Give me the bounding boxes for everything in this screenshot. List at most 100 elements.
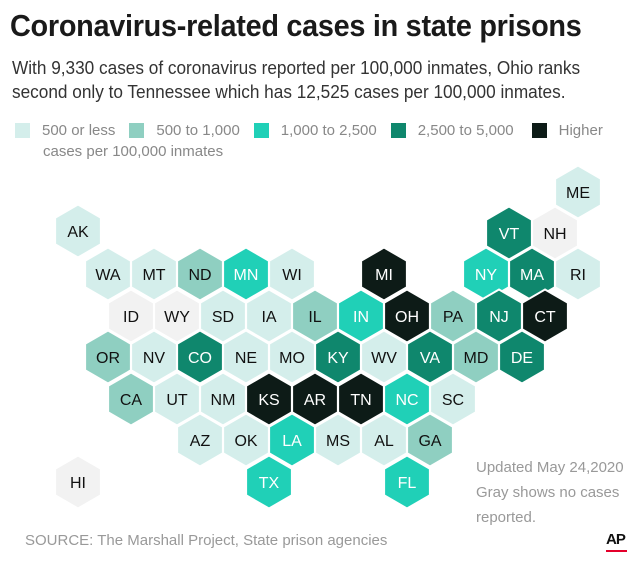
- legend-item: 500 or less: [15, 122, 115, 139]
- state-label: VA: [420, 350, 440, 367]
- state-hex-nh: NH: [531, 205, 579, 261]
- state-label: OK: [234, 433, 257, 450]
- state-hex-fl: FL: [383, 454, 431, 510]
- hex-shape: [429, 371, 477, 427]
- state-label: VT: [499, 226, 520, 243]
- state-hex-ks: KS: [245, 371, 293, 427]
- state-hex-ct: CT: [521, 288, 569, 344]
- state-label: NJ: [489, 309, 509, 326]
- hex-shape: [383, 454, 431, 510]
- state-label: ME: [566, 185, 590, 202]
- state-label: PA: [443, 309, 463, 326]
- state-label: IA: [261, 309, 276, 326]
- state-label: GA: [418, 433, 441, 450]
- hex-shape: [360, 246, 408, 302]
- legend-item: 500 to 1,000: [129, 122, 240, 139]
- state-hex-ar: AR: [291, 371, 339, 427]
- state-hex-wi: WI: [268, 246, 316, 302]
- state-label: MD: [464, 350, 489, 367]
- state-hex-mi: MI: [360, 246, 408, 302]
- state-label: LA: [282, 433, 302, 450]
- state-label: WI: [282, 267, 302, 284]
- source-note: SOURCE: The Marshall Project, State pris…: [25, 532, 388, 549]
- hex-shape: [406, 412, 454, 468]
- state-label: MA: [520, 267, 544, 284]
- legend-label: 500 to 1,000: [156, 122, 240, 139]
- state-hex-la: LA: [268, 412, 316, 468]
- state-label: NH: [543, 226, 566, 243]
- state-label: AZ: [190, 433, 211, 450]
- legend-label: 500 or less: [42, 122, 116, 139]
- ap-logo-underline: [606, 550, 627, 552]
- state-hex-nj: NJ: [475, 288, 523, 344]
- hex-shape: [498, 329, 546, 385]
- hex-shape: [245, 454, 293, 510]
- legend-item: 1,000 to 2,500: [253, 122, 377, 139]
- state-hex-sd: SD: [199, 288, 247, 344]
- state-label: FL: [398, 475, 417, 492]
- state-hex-de: DE: [498, 329, 546, 385]
- legend-label: Higher: [558, 122, 603, 139]
- state-label: WA: [95, 267, 121, 284]
- ap-logo: AP: [606, 531, 626, 548]
- state-label: MO: [279, 350, 305, 367]
- state-label: KS: [258, 392, 279, 409]
- chart-subtitle: With 9,330 cases of coronavirus reported…: [12, 57, 581, 102]
- gray-note: Gray shows no cases reported.: [476, 484, 620, 526]
- state-label: CO: [188, 350, 212, 367]
- legend: 500 or less 500 to 1,000 1,000 to 2,500 2,5…: [15, 122, 617, 160]
- state-hex-ut: UT: [153, 371, 201, 427]
- hex-shape: [54, 203, 102, 259]
- legend-unit: cases per 100,000 inmates: [43, 143, 224, 160]
- state-label: UT: [166, 392, 188, 409]
- state-label: NM: [211, 392, 236, 409]
- state-hex-ca: CA: [107, 371, 155, 427]
- updated-note: Updated May 24,2020: [476, 459, 624, 476]
- legend-swatch: [253, 123, 269, 138]
- state-hex-ri: RI: [554, 246, 602, 302]
- state-hex-or: OR: [84, 329, 132, 385]
- state-label: AK: [67, 224, 89, 241]
- state-hex-vt: VT: [485, 205, 533, 261]
- state-label: OR: [96, 350, 120, 367]
- state-label: DE: [511, 350, 533, 367]
- state-hex-az: AZ: [176, 412, 224, 468]
- state-label: SC: [442, 392, 464, 409]
- legend-label: 1,000 to 2,500: [280, 122, 377, 139]
- state-label: MT: [142, 267, 165, 284]
- state-hex-tx: TX: [245, 454, 293, 510]
- state-label: NV: [143, 350, 166, 367]
- state-label: AL: [374, 433, 394, 450]
- legend-swatch: [129, 123, 145, 138]
- state-label: HI: [70, 475, 86, 492]
- state-label: TX: [259, 475, 280, 492]
- state-hex-ia: IA: [245, 288, 293, 344]
- legend-label: 2,500 to 5,000: [417, 122, 514, 139]
- state-hex-wa: WA: [84, 246, 132, 302]
- state-label: ND: [188, 267, 211, 284]
- state-label: ID: [123, 309, 139, 326]
- state-hex-nd: ND: [176, 246, 224, 302]
- state-hex-me: ME: [554, 164, 602, 220]
- legend-swatch: [531, 123, 547, 138]
- state-label: OH: [395, 309, 419, 326]
- hex-shape: [54, 454, 102, 510]
- state-hex-nv: NV: [130, 329, 178, 385]
- state-label: IL: [308, 309, 321, 326]
- state-label: RI: [570, 267, 586, 284]
- legend-swatch: [15, 123, 30, 138]
- state-label: AR: [304, 392, 326, 409]
- state-hex-sc: SC: [429, 371, 477, 427]
- state-label: NY: [475, 267, 498, 284]
- chart-title: Coronavirus-related cases in state priso…: [10, 8, 582, 43]
- state-label: MS: [326, 433, 350, 450]
- state-label: SD: [212, 309, 234, 326]
- hex-shape: [521, 288, 569, 344]
- state-label: MN: [234, 267, 259, 284]
- state-hex-ga: GA: [406, 412, 454, 468]
- state-label: IN: [353, 309, 369, 326]
- hex-shape: [268, 246, 316, 302]
- notes: Updated May 24,2020 Gray shows no cases …: [476, 455, 626, 530]
- hex-shape: [554, 164, 602, 220]
